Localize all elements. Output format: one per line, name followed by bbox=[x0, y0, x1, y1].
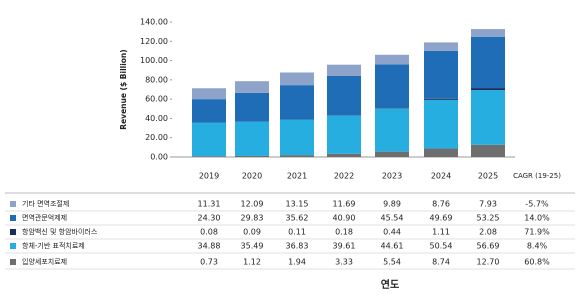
bar-segment bbox=[327, 64, 361, 76]
bar-segment bbox=[375, 64, 409, 109]
legend-swatch bbox=[10, 229, 16, 235]
legend-label: 기타 면역조절제 bbox=[22, 199, 69, 208]
bar-segment bbox=[471, 144, 505, 157]
table-header: 2024 bbox=[431, 172, 451, 181]
table-header: 2025 bbox=[478, 172, 498, 181]
bar-segment bbox=[280, 155, 314, 157]
legend-swatch bbox=[10, 201, 16, 207]
bar-segment bbox=[471, 88, 505, 91]
bar-segment bbox=[424, 148, 458, 157]
table-cell: 39.61 bbox=[333, 242, 356, 251]
table-header: 2021 bbox=[287, 172, 307, 181]
bar-segment bbox=[192, 99, 226, 123]
table-header: 2020 bbox=[242, 172, 262, 181]
table-cell: 13.15 bbox=[286, 200, 309, 209]
bar-segment bbox=[327, 153, 361, 157]
legend-swatch bbox=[10, 259, 16, 265]
legend-swatch bbox=[10, 215, 16, 221]
table-cell: 44.61 bbox=[381, 242, 404, 251]
legend-swatch bbox=[10, 243, 16, 249]
bar-segment bbox=[235, 81, 269, 93]
table-cell: 50.54 bbox=[430, 242, 453, 251]
cagr-cell: 8.4% bbox=[527, 242, 548, 251]
table-header: 2023 bbox=[382, 172, 402, 181]
table-cell: 35.62 bbox=[286, 214, 309, 223]
table-cell: 35.49 bbox=[241, 242, 264, 251]
table-cell: 0.18 bbox=[335, 228, 353, 237]
table-header: CAGR (19-25) bbox=[513, 172, 561, 180]
bar-segment bbox=[375, 54, 409, 65]
cagr-cell: -5.7% bbox=[525, 200, 549, 209]
bar-segment bbox=[327, 115, 361, 154]
table-cell: 2.08 bbox=[479, 228, 497, 237]
bar-segment bbox=[471, 36, 505, 89]
bar-segment bbox=[235, 121, 269, 156]
bar-segment bbox=[235, 155, 269, 157]
cagr-cell: 71.9% bbox=[524, 228, 550, 237]
bar-segment bbox=[471, 29, 505, 37]
table-cell: 0.44 bbox=[383, 228, 401, 237]
y-axis-label: Revenue ($ Billion) bbox=[119, 49, 128, 129]
bar-segment bbox=[375, 108, 409, 152]
y-tick-label: 20.00 bbox=[145, 133, 168, 142]
legend-label: 항체-기반 표적치료제 bbox=[22, 241, 85, 250]
table-cell: 49.69 bbox=[430, 214, 453, 223]
table-cell: 0.11 bbox=[288, 228, 306, 237]
table-cell: 8.74 bbox=[432, 258, 450, 267]
table-cell: 9.89 bbox=[383, 200, 401, 209]
table-cell: 12.70 bbox=[477, 258, 500, 267]
table-cell: 5.54 bbox=[383, 258, 401, 267]
y-tick-label: 120.00 bbox=[140, 37, 168, 46]
legend-label: 입양세포치료제 bbox=[22, 257, 67, 266]
table-cell: 53.25 bbox=[477, 214, 500, 223]
table-cell: 24.30 bbox=[198, 214, 221, 223]
table-cell: 1.94 bbox=[288, 258, 306, 267]
table-cell: 34.88 bbox=[198, 242, 221, 251]
y-tick-label: 40.00 bbox=[145, 114, 168, 123]
table-cell: 45.54 bbox=[381, 214, 404, 223]
table-cell: 11.31 bbox=[198, 200, 221, 209]
bar-segment bbox=[280, 85, 314, 120]
bar-segment bbox=[424, 99, 458, 149]
bar-segment bbox=[327, 75, 361, 116]
table-cell: 40.90 bbox=[333, 214, 356, 223]
legend-label: 항암백신 및 항암바이러스 bbox=[22, 227, 98, 236]
bar-segment bbox=[280, 72, 314, 86]
cagr-cell: 60.8% bbox=[524, 258, 550, 267]
table-cell: 0.09 bbox=[243, 228, 261, 237]
table-cell: 8.76 bbox=[432, 200, 450, 209]
bar-segment bbox=[375, 151, 409, 157]
y-tick-label: 100.00 bbox=[140, 56, 168, 65]
table-cell: 56.69 bbox=[477, 242, 500, 251]
table-cell: 0.08 bbox=[200, 228, 218, 237]
bar-segment bbox=[424, 50, 458, 99]
bar-segment bbox=[192, 88, 226, 100]
y-tick-label: 0.00 bbox=[150, 153, 168, 162]
bar-segment bbox=[192, 156, 226, 157]
bar-segment bbox=[235, 92, 269, 122]
y-tick-label: 80.00 bbox=[145, 75, 168, 84]
bar-segment bbox=[471, 90, 505, 145]
cagr-cell: 14.0% bbox=[524, 214, 550, 223]
bar-segment bbox=[424, 98, 458, 100]
bar-segment bbox=[424, 42, 458, 51]
bar-segment bbox=[280, 119, 314, 156]
table-cell: 11.69 bbox=[333, 200, 356, 209]
bar-segment bbox=[192, 122, 226, 157]
x-axis-label: 연도 bbox=[381, 278, 399, 291]
table-header: 2019 bbox=[199, 172, 219, 181]
table-cell: 0.73 bbox=[200, 258, 218, 267]
table-cell: 1.11 bbox=[432, 228, 450, 237]
y-tick-label: 140.00 bbox=[140, 18, 168, 27]
table-cell: 36.83 bbox=[286, 242, 309, 251]
table-cell: 1.12 bbox=[243, 258, 261, 267]
table-cell: 7.93 bbox=[479, 200, 497, 209]
y-tick-label: 60.00 bbox=[145, 95, 168, 104]
legend-label: 면역관문억제제 bbox=[22, 213, 67, 222]
table-cell: 3.33 bbox=[335, 258, 353, 267]
table-cell: 12.09 bbox=[241, 200, 264, 209]
table-cell: 29.83 bbox=[241, 214, 264, 223]
table-header: 2022 bbox=[334, 172, 354, 181]
